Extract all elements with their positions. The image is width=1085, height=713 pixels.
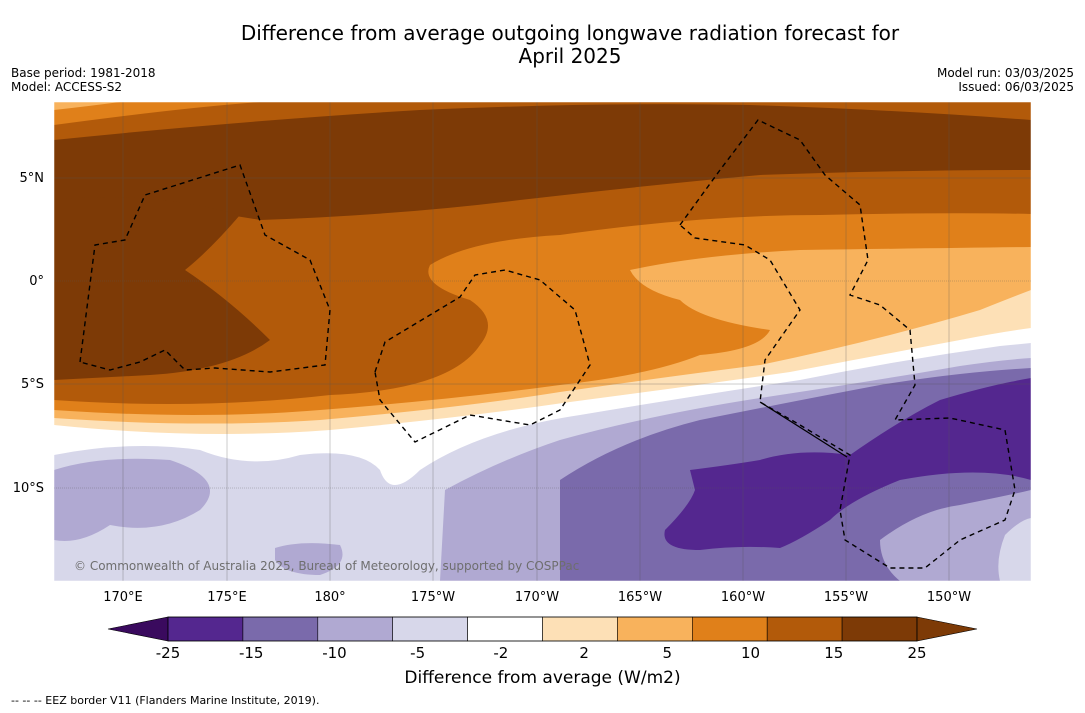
colorbar-tick-label: -25	[155, 644, 181, 662]
title-line-2: April 2025	[518, 44, 622, 68]
lat-label-0: 0°	[29, 274, 44, 289]
colorbar	[107, 616, 978, 642]
band-north-5	[54, 102, 120, 110]
colorbar-outline	[167, 616, 918, 642]
western-tongue-25	[54, 197, 270, 380]
eez-borders	[79, 119, 1016, 569]
patch-minus5-southeast	[880, 490, 1031, 581]
eez-solid	[759, 401, 848, 458]
colorbar-cell	[841, 616, 918, 642]
patch-minus5-small	[275, 543, 343, 575]
lon-label-175e: 175°E	[207, 590, 247, 605]
band-north-15	[54, 102, 1031, 140]
colorbar-tick-label: 15	[824, 644, 844, 662]
colorbar-tick-label: -2	[493, 644, 509, 662]
copyright-notice: © Commonwealth of Australia 2025, Bureau…	[74, 559, 580, 573]
model-name: Model: ACCESS-S2	[11, 80, 123, 94]
colorbar-cell	[317, 616, 393, 642]
eez-legend: -- -- -- EEZ border V11 (Flanders Marine…	[11, 694, 320, 707]
lon-label-150w: 150°W	[926, 590, 972, 605]
colorbar-extend-high	[916, 616, 978, 642]
colorbar-tick-label: 25	[907, 644, 927, 662]
colorbar-cell	[467, 616, 543, 642]
colorbar-tick-label: -10	[322, 644, 347, 662]
anomaly-field	[54, 102, 1031, 581]
colorbar-tick-label: -5	[410, 644, 426, 662]
lon-label-170w: 170°W	[514, 590, 560, 605]
colorbar-cell	[766, 616, 843, 642]
meta-right: Model run: 03/03/2025 Issued: 06/03/2025	[937, 66, 1074, 94]
lon-label-175w: 175°W	[410, 590, 456, 605]
lon-label-170e: 170°E	[103, 590, 143, 605]
colorbar-tick-label: 5	[662, 644, 673, 662]
colorbar-cell	[167, 616, 244, 642]
colorbar-cell	[242, 616, 319, 642]
lat-label-10s: 10°S	[12, 481, 44, 496]
colorbar-extend-low	[107, 616, 169, 642]
lon-label-155w: 155°W	[823, 590, 869, 605]
colorbar-label: Difference from average (W/m2)	[404, 668, 681, 688]
colorbar-tick-label: 2	[579, 644, 589, 662]
meta-left: Base period: 1981-2018 Model: ACCESS-S2	[11, 66, 156, 94]
issued-date: Issued: 06/03/2025	[958, 80, 1074, 94]
colorbar-cell	[542, 616, 618, 642]
map-title: Difference from average outgoing longwav…	[0, 22, 1085, 68]
gridlines	[54, 102, 1031, 581]
lon-label-180: 180°	[314, 590, 346, 605]
colorbar-tick-label: -15	[238, 644, 264, 662]
lat-label-5n: 5°N	[19, 171, 45, 186]
colorbar-cell	[392, 616, 468, 642]
lon-label-160w: 160°W	[720, 590, 766, 605]
band-north-10	[54, 102, 260, 125]
model-run: Model run: 03/03/2025	[936, 66, 1074, 80]
colorbar-tick-label: 10	[741, 644, 761, 662]
colorbar-cells	[167, 616, 918, 642]
colorbar-cell	[617, 616, 693, 642]
base-period: Base period: 1981-2018	[11, 66, 156, 80]
map-frame	[53, 101, 1032, 582]
lat-label-5s: 5°S	[20, 377, 44, 392]
colorbar-cell	[691, 616, 768, 642]
patch-minus2-southeast	[998, 518, 1031, 581]
patch-minus5-west	[54, 458, 210, 541]
title-line-1: Difference from average outgoing longwav…	[240, 21, 900, 45]
lon-label-165w: 165°W	[617, 590, 663, 605]
